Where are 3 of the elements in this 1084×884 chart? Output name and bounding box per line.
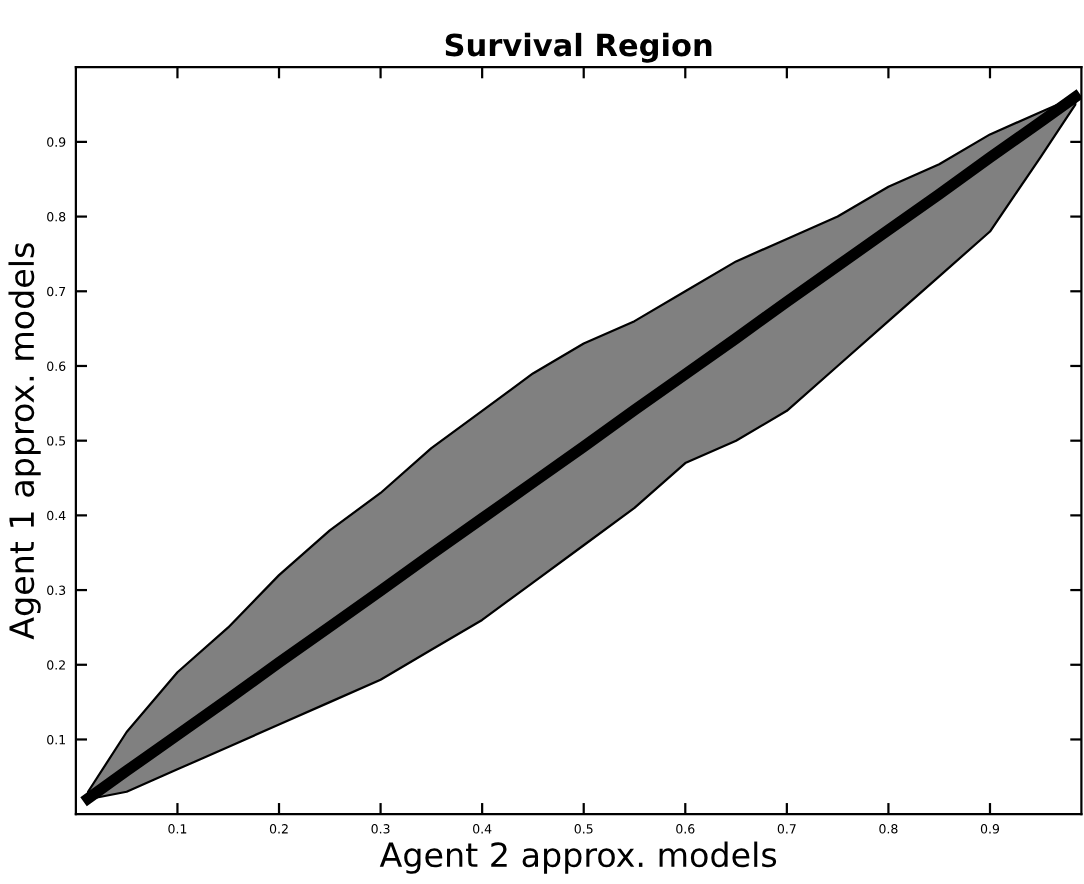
x-axis-title: Agent 2 approx. models [379,841,777,874]
chart-title: Survival Region [445,32,712,63]
y-axis-title: Agent 1 approx. models [8,243,41,640]
